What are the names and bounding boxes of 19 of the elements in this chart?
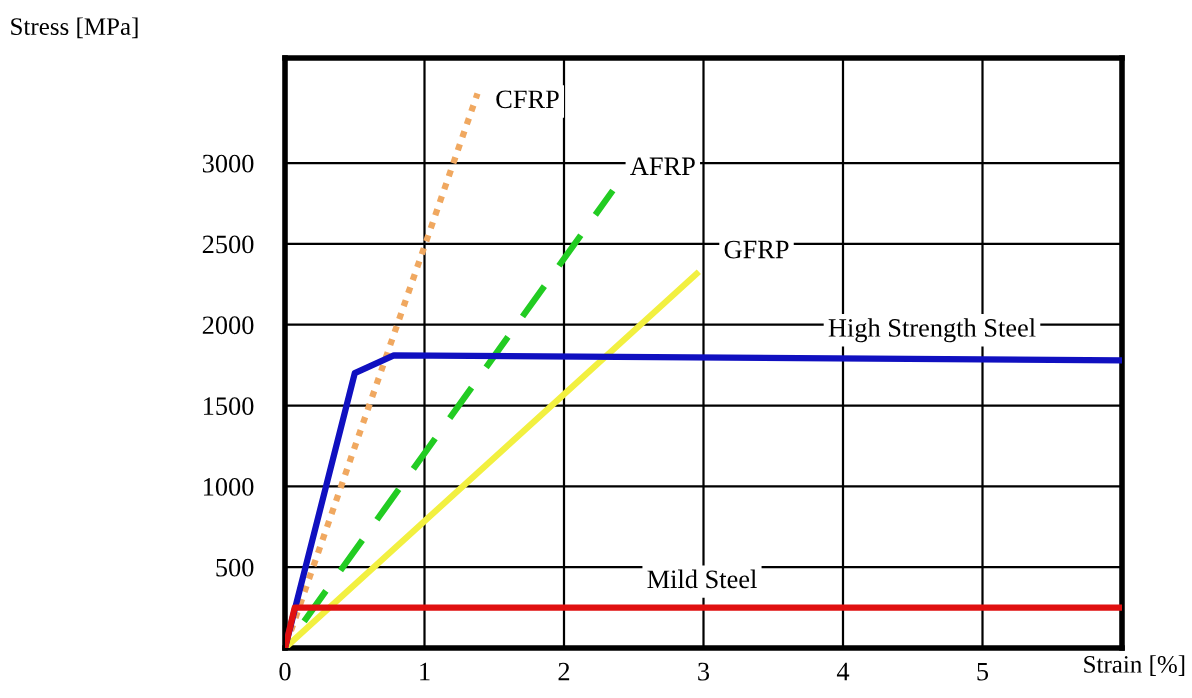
y-axis-title: Stress [MPa] <box>11 17 138 39</box>
x-tick-label: 1 <box>420 662 430 681</box>
x-tick-label: 4 <box>836 662 850 681</box>
y-tick-label: 2500 <box>202 235 254 254</box>
x-axis-title: Strain [%] <box>1084 655 1185 676</box>
y-tick-label: 3000 <box>202 154 254 173</box>
series-label: CFRP <box>496 90 559 109</box>
x-tick-label: 0 <box>279 662 291 681</box>
y-tick-label: 2000 <box>202 316 254 335</box>
x-tick-label: 5 <box>977 662 989 681</box>
series-label: AFRP <box>630 157 695 175</box>
series-label: GFRP <box>724 240 789 259</box>
x-tick-label: 2 <box>558 662 570 681</box>
y-tick-label: 1500 <box>203 397 254 415</box>
x-tick-label: 3 <box>698 662 710 681</box>
series-label: High Strength Steel <box>828 318 1036 343</box>
series-label: Mild Steel <box>647 569 757 589</box>
y-tick-label: 1000 <box>203 477 254 496</box>
y-tick-label: 500 <box>216 558 254 577</box>
